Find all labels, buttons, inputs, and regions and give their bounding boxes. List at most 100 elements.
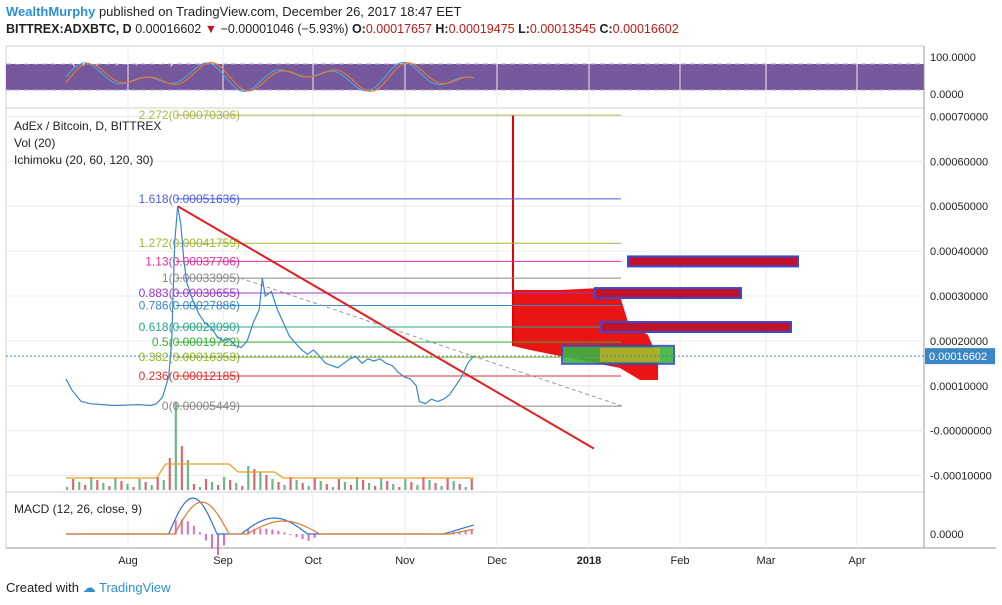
volume-bar: [374, 486, 377, 490]
stoch-tick-100: 100.0000: [930, 52, 976, 64]
volume-bar: [398, 487, 401, 490]
volume-bar: [434, 483, 437, 490]
fib-label: 0.618(0.00023090): [139, 320, 240, 334]
y-tick-label: 0.00010000: [930, 381, 988, 393]
fib-label: 2.272(0.00070306): [139, 108, 240, 122]
fib-label: 1.618(0.00051636): [139, 192, 240, 206]
volume-bar: [458, 484, 461, 490]
macd-histogram-bar: [277, 530, 280, 535]
fib-levels: 2.272(0.00070306) 1.618(0.00051636) 1.272(…: [139, 108, 621, 413]
publish-header: WealthMurphy published on TradingView.co…: [6, 4, 461, 19]
y-tick-label: -0.00000000: [930, 426, 992, 438]
volume-bar: [325, 484, 328, 490]
volume-bar: [440, 486, 443, 490]
macd-histogram-bar: [265, 528, 268, 535]
target-box-113: [627, 255, 799, 268]
volume-bar: [126, 484, 129, 490]
fib-label: 1(0.00033995): [162, 271, 240, 285]
author-link[interactable]: WealthMurphy: [6, 4, 96, 19]
fib-label: 1.272(0.00041759): [139, 236, 240, 250]
volume-bar: [168, 458, 171, 490]
volume-bar: [217, 485, 220, 490]
macd-tick-0: 0.0000: [930, 529, 964, 541]
x-tick-label: Aug: [118, 555, 138, 567]
volume-bar: [464, 487, 467, 490]
volume-bar: [355, 477, 359, 490]
volume-bar: [144, 482, 147, 490]
close-label: C:: [599, 22, 613, 36]
volume-bar: [78, 482, 81, 490]
downtrend-line: [177, 205, 595, 450]
macd-histogram-bar: [259, 528, 262, 535]
volume-bar: [452, 481, 455, 490]
entry-box-overlap: [600, 347, 660, 362]
volume-bar: [313, 478, 316, 490]
volume-bar: [114, 478, 117, 490]
close-value: 0.00016602: [612, 22, 679, 36]
macd-histogram-bar: [253, 528, 256, 535]
volume-bars: [66, 402, 474, 490]
last-price: 0.00016602: [135, 22, 202, 36]
open-value: 0.00017657: [365, 22, 432, 36]
stoch-d-line: [65, 61, 474, 92]
chart-title: AdEx / Bitcoin, D, BITTREX: [14, 119, 161, 133]
macd-histogram-bar: [198, 532, 201, 535]
macd-histogram-bar: [295, 534, 298, 538]
target-box-0883: [594, 287, 742, 300]
macd-histogram-bar: [210, 534, 213, 549]
volume-bar: [156, 477, 159, 490]
y-tick-label: -0.00010000: [930, 471, 992, 483]
volume-bar: [186, 460, 189, 490]
fib-label: 0.382(0.00016353): [139, 350, 240, 364]
y-tick-label: 0.00020000: [930, 336, 988, 348]
volume-bar: [368, 483, 371, 490]
macd-histogram-bar: [180, 519, 183, 535]
stoch-lines: [65, 61, 474, 93]
volume-bar: [235, 483, 238, 490]
volume-bar: [66, 487, 69, 490]
publish-text: published on TradingView.com, December 2…: [95, 4, 462, 19]
grid: [6, 46, 924, 548]
tradingview-link[interactable]: TradingView: [99, 580, 171, 595]
volume-bar: [277, 482, 280, 490]
volume-bar: [416, 485, 419, 490]
macd-label: MACD (12, 26, close, 9): [14, 502, 142, 516]
volume-bar: [259, 472, 262, 490]
macd-histogram-bar: [313, 534, 316, 538]
low-label: L:: [518, 22, 530, 36]
x-tick-label: Oct: [304, 555, 321, 567]
volume-bar: [380, 478, 383, 490]
chart-canvas[interactable]: 2.272(0.00070306) 1.618(0.00051636) 1.272(…: [0, 0, 1002, 575]
stoch-tick-0: 0.0000: [930, 89, 964, 101]
volume-bar: [138, 479, 141, 490]
macd-histogram-bar: [217, 534, 219, 556]
symbol-name: BITTREX:ADXBTC, D: [6, 22, 132, 36]
volume-bar: [307, 486, 310, 490]
volume-bar: [265, 475, 268, 490]
x-tick-label: Nov: [395, 555, 415, 567]
volume-bar: [331, 487, 334, 490]
volume-bar: [343, 482, 347, 490]
price-line: [65, 206, 475, 407]
volume-bar: [404, 479, 407, 490]
volume-bar: [470, 479, 473, 490]
down-arrow-icon: ▼: [204, 22, 218, 36]
volume-bar: [422, 477, 425, 490]
macd-histogram-bar: [470, 530, 473, 535]
created-with-text: Created with: [6, 580, 79, 595]
volume-bar: [361, 480, 365, 490]
macd-histogram-bar: [223, 534, 226, 546]
volume-bar: [174, 402, 177, 490]
target-boxes: [561, 255, 799, 365]
volume-bar: [132, 487, 135, 490]
y-tick-label: 0.00050000: [930, 201, 988, 213]
symbol-line: BITTREX:ADXBTC, D 0.00016602 ▼ −0.000010…: [6, 22, 679, 36]
volume-bar: [210, 482, 214, 490]
volume-bar: [446, 478, 449, 490]
volume-bar: [223, 477, 226, 490]
macd-histogram-bar: [464, 530, 467, 535]
volume-bar: [295, 480, 298, 490]
ichimoku-indicator-label: Ichimoku (20, 60, 120, 30): [14, 153, 153, 167]
macd-histogram-bar: [307, 534, 310, 541]
volume-bar: [349, 485, 353, 490]
